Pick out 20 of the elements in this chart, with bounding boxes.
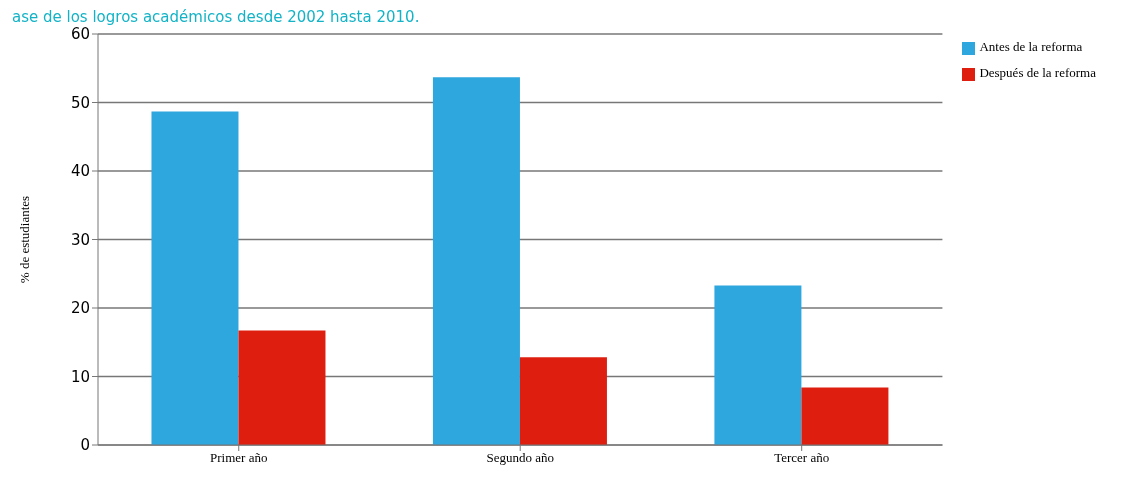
y-tick-label: 30 [70, 230, 90, 249]
y-tick-label: 10 [70, 367, 90, 386]
y-tick-label: 20 [70, 299, 90, 318]
legend-label: Después de la reforma [979, 65, 1096, 80]
y-tick-label: 40 [70, 162, 90, 181]
y-tick-label: 50 [70, 93, 90, 112]
bar [714, 285, 802, 445]
y-tick-label: 0 [80, 436, 90, 455]
bar [238, 330, 326, 445]
y-axis-title: % de estudiantes [16, 195, 32, 284]
x-tick-label: Segundo año [486, 450, 554, 466]
x-tick-label: Primer año [210, 450, 268, 466]
x-tick-label: Tercer año [774, 450, 830, 466]
y-tick-label: 60 [70, 25, 90, 44]
bar [519, 357, 607, 445]
bar [432, 77, 520, 445]
bar [801, 387, 889, 445]
legend-label: Antes de la reforma [979, 39, 1083, 54]
chart-title: ase de los logros académicos desde 2002 hasta 2010. [11, 8, 421, 26]
bar [151, 111, 239, 445]
